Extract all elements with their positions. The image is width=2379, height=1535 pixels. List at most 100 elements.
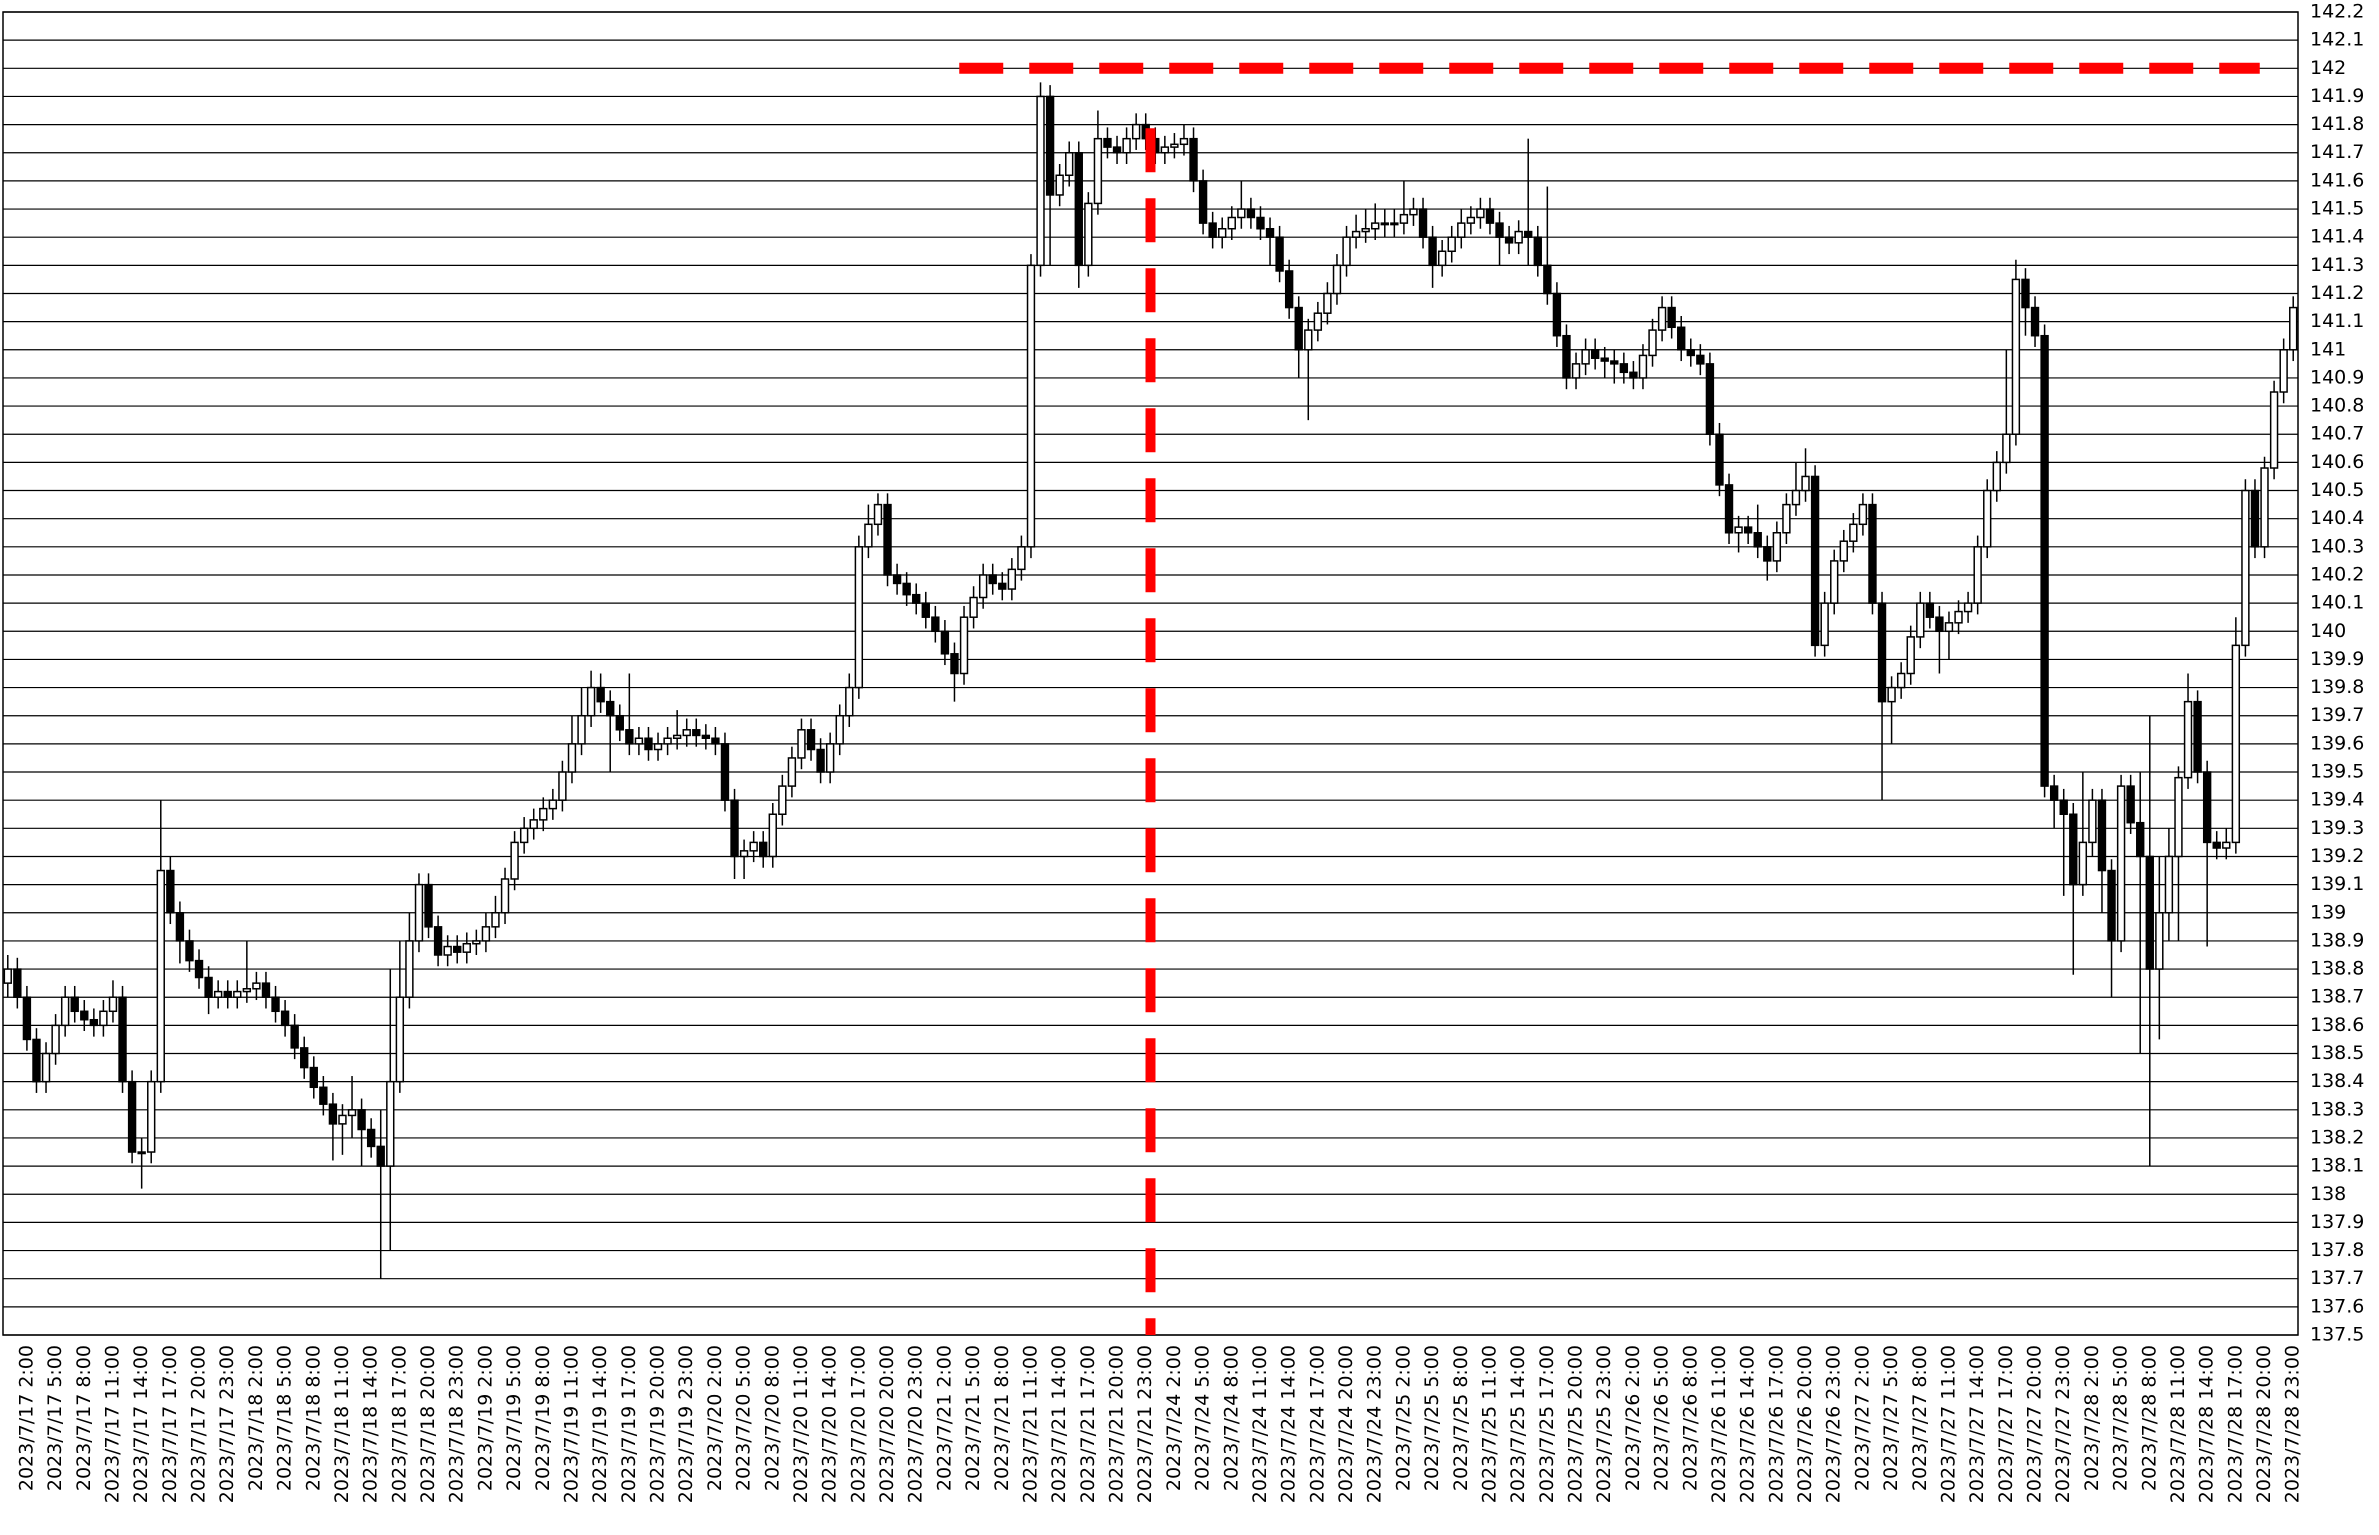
- candle-body: [1179, 137, 1189, 146]
- candle-body: [644, 737, 653, 751]
- x-tick-label: 2023/7/28 14:00: [2196, 1345, 2218, 1503]
- x-tick-label: 2023/7/26 17:00: [1765, 1345, 1787, 1503]
- candle-body: [2088, 799, 2097, 844]
- x-tick-label: 2023/7/26 11:00: [1708, 1345, 1730, 1503]
- y-tick-label: 141.7: [2310, 141, 2364, 163]
- candle-body: [1514, 230, 1523, 244]
- candle-body: [1600, 357, 1609, 362]
- candle-body: [1437, 250, 1447, 267]
- x-tick-label: 2023/7/17 14:00: [130, 1345, 152, 1503]
- candle-body: [1189, 137, 1198, 182]
- candle-body: [424, 883, 433, 928]
- candle-body: [787, 757, 797, 787]
- candle-body: [127, 1080, 137, 1153]
- y-tick-label: 140.4: [2310, 507, 2364, 529]
- y-tick-label: 138.7: [2310, 986, 2364, 1008]
- x-tick-label: 2023/7/18 2:00: [245, 1345, 267, 1491]
- x-tick-label: 2023/7/25 23:00: [1593, 1345, 1615, 1503]
- candle-body: [2126, 785, 2135, 824]
- x-tick-label: 2023/7/19 20:00: [647, 1345, 669, 1503]
- candle-body: [41, 1052, 51, 1083]
- x-tick-label: 2023/7/27 23:00: [2052, 1345, 2074, 1503]
- candle-body: [2145, 855, 2154, 970]
- candle-body: [1007, 568, 1017, 590]
- x-tick-label: 2023/7/21 14:00: [1048, 1345, 1070, 1503]
- candle-body: [405, 940, 414, 998]
- candle-body: [1485, 208, 1495, 224]
- candle-body: [1629, 371, 1638, 379]
- candle-body: [988, 574, 997, 585]
- x-tick-label: 2023/7/21 23:00: [1134, 1345, 1156, 1503]
- y-tick-label: 138.9: [2310, 929, 2364, 951]
- candle-body: [1973, 546, 1982, 604]
- candle-body: [2174, 776, 2183, 858]
- y-tick-label: 139.9: [2310, 648, 2364, 670]
- x-tick-label: 2023/7/18 8:00: [302, 1345, 324, 1491]
- y-tick-label: 141.4: [2310, 226, 2364, 248]
- candle-body: [233, 990, 242, 998]
- y-tick-label: 142.2: [2310, 1, 2364, 23]
- y-tick-label: 139.2: [2310, 845, 2364, 867]
- candle-body: [1504, 236, 1514, 244]
- candle-body: [1390, 222, 1399, 226]
- candle-body: [1772, 532, 1782, 562]
- x-tick-label: 2023/7/20 17:00: [847, 1345, 869, 1503]
- candle-body: [89, 1018, 99, 1027]
- candle-body: [443, 945, 452, 956]
- candle-body: [1476, 208, 1485, 219]
- candle-body: [1734, 526, 1743, 534]
- candle-body: [1782, 503, 1791, 534]
- candle-body: [472, 940, 481, 945]
- candle-body: [759, 841, 768, 858]
- candle-body: [252, 982, 261, 990]
- x-tick-label: 2023/7/28 2:00: [2081, 1345, 2103, 1491]
- candle-body: [1294, 306, 1303, 351]
- x-tick-label: 2023/7/20 8:00: [761, 1345, 783, 1491]
- candle-body: [663, 737, 672, 745]
- x-tick-label: 2023/7/21 20:00: [1106, 1345, 1128, 1503]
- candle-body: [1877, 602, 1887, 703]
- candle-body: [2049, 785, 2059, 801]
- candle-body: [1342, 236, 1351, 267]
- x-tick-label: 2023/7/17 2:00: [15, 1345, 37, 1491]
- candle-body: [1323, 292, 1332, 314]
- candle-body: [2279, 349, 2288, 393]
- y-tick-label: 140.3: [2310, 535, 2364, 557]
- candle-body: [213, 990, 223, 998]
- candle-body: [1763, 546, 1772, 562]
- x-tick-label: 2023/7/28 17:00: [2224, 1345, 2246, 1503]
- candle-body: [1705, 363, 1715, 435]
- x-tick-label: 2023/7/26 5:00: [1651, 1345, 1673, 1491]
- candle-body: [682, 729, 691, 737]
- candle-body: [873, 503, 883, 526]
- y-tick-label: 141.6: [2310, 169, 2364, 191]
- y-tick-label: 141.5: [2310, 198, 2364, 220]
- candle-body: [13, 968, 22, 998]
- candle-body: [453, 945, 462, 953]
- x-tick-label: 2023/7/26 8:00: [1679, 1345, 1701, 1491]
- candle-body: [242, 988, 252, 993]
- x-tick-label: 2023/7/17 17:00: [159, 1345, 181, 1503]
- x-tick-label: 2023/7/18 17:00: [388, 1345, 410, 1503]
- y-tick-label: 142.1: [2310, 29, 2364, 51]
- x-tick-label: 2023/7/28 20:00: [2253, 1345, 2275, 1503]
- candle-body: [1284, 270, 1294, 309]
- candle-body: [606, 700, 615, 717]
- candle-body: [978, 574, 988, 599]
- candle-body: [1810, 475, 1820, 647]
- x-tick-label: 2023/7/17 23:00: [216, 1345, 238, 1503]
- x-tick-label: 2023/7/17 5:00: [44, 1345, 66, 1491]
- candle-body: [1963, 602, 1973, 613]
- candle-body: [1371, 222, 1380, 230]
- candle-body: [883, 503, 892, 576]
- candle-body: [166, 869, 175, 914]
- candle-body: [386, 1080, 395, 1167]
- x-tick-label: 2023/7/26 14:00: [1737, 1345, 1759, 1503]
- x-tick-label: 2023/7/26 2:00: [1622, 1345, 1644, 1491]
- candle-body: [586, 686, 596, 717]
- x-tick-label: 2023/7/17 8:00: [73, 1345, 95, 1491]
- candle-body: [768, 813, 777, 858]
- candle-body: [1581, 349, 1590, 365]
- candle-body: [1610, 360, 1619, 365]
- candle-body: [2250, 489, 2260, 548]
